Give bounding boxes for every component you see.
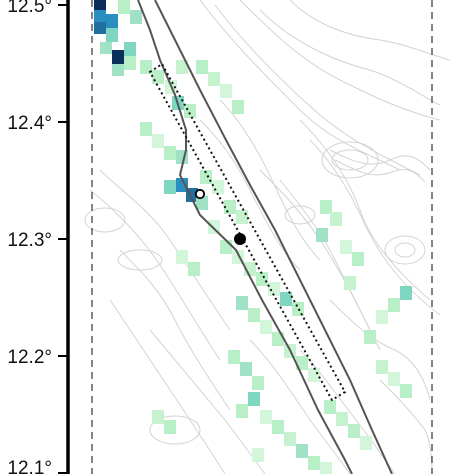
y-tick-label-12-1: 12.1° [7,458,52,474]
y-tick-label-12-2: 12.2° [7,347,52,368]
fault-line-east [154,0,393,474]
topographic-contours [84,0,451,474]
rupture-outline [148,62,347,402]
y-axis-labels: 12.5° 12.4° 12.3° 12.2° 12.1° [7,0,52,474]
filled-circle-marker [234,233,246,245]
open-circle-marker [194,188,206,200]
y-tick-label-12-3: 12.3° [7,230,52,251]
y-tick-label-12-5: 12.5° [7,0,52,17]
y-tick-label-12-4: 12.4° [7,113,52,134]
y-axis-ticks [58,4,68,474]
heat-cells [94,0,412,474]
